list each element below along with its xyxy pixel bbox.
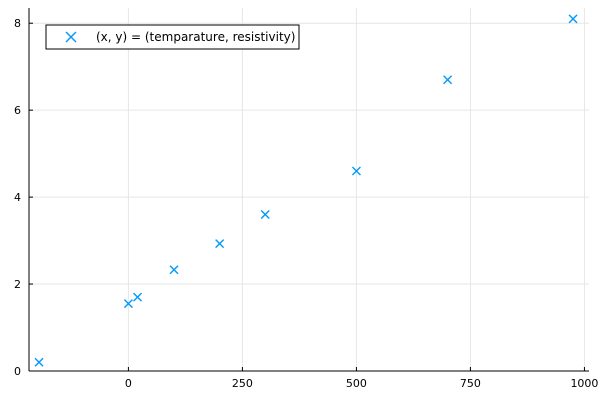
legend-box (45, 24, 300, 50)
x-tick-label: 250 (232, 377, 253, 390)
data-point (34, 357, 44, 367)
y-tick-label: 2 (14, 278, 21, 291)
data-point (215, 239, 225, 249)
data-point (351, 166, 361, 176)
x-tick-label: 0 (125, 377, 132, 390)
tick-labels: 0 250 500 750 1000 0 2 4 6 8 (14, 17, 598, 390)
data-point (123, 299, 133, 309)
data-point (568, 14, 578, 24)
x-tick-label: 500 (346, 377, 367, 390)
legend-label: (x, y) = (temparature, resistivity) (96, 30, 295, 44)
data-point (260, 210, 270, 219)
legend-marker (65, 31, 77, 43)
data-point (133, 292, 143, 302)
x-tick-label: 1000 (570, 377, 598, 390)
axes (28, 8, 589, 372)
data-point (169, 265, 179, 275)
y-tick-label: 4 (14, 191, 21, 204)
y-tick-label: 6 (14, 104, 21, 117)
grid (29, 8, 589, 372)
x-tick-label: 750 (460, 377, 481, 390)
y-tick-label: 8 (14, 17, 21, 30)
legend: (x, y) = (temparature, resistivity) (45, 24, 300, 50)
data-point (443, 75, 453, 85)
legend-marker-x (65, 31, 77, 43)
y-tick-label: 0 (14, 365, 21, 378)
data-points (34, 14, 578, 367)
